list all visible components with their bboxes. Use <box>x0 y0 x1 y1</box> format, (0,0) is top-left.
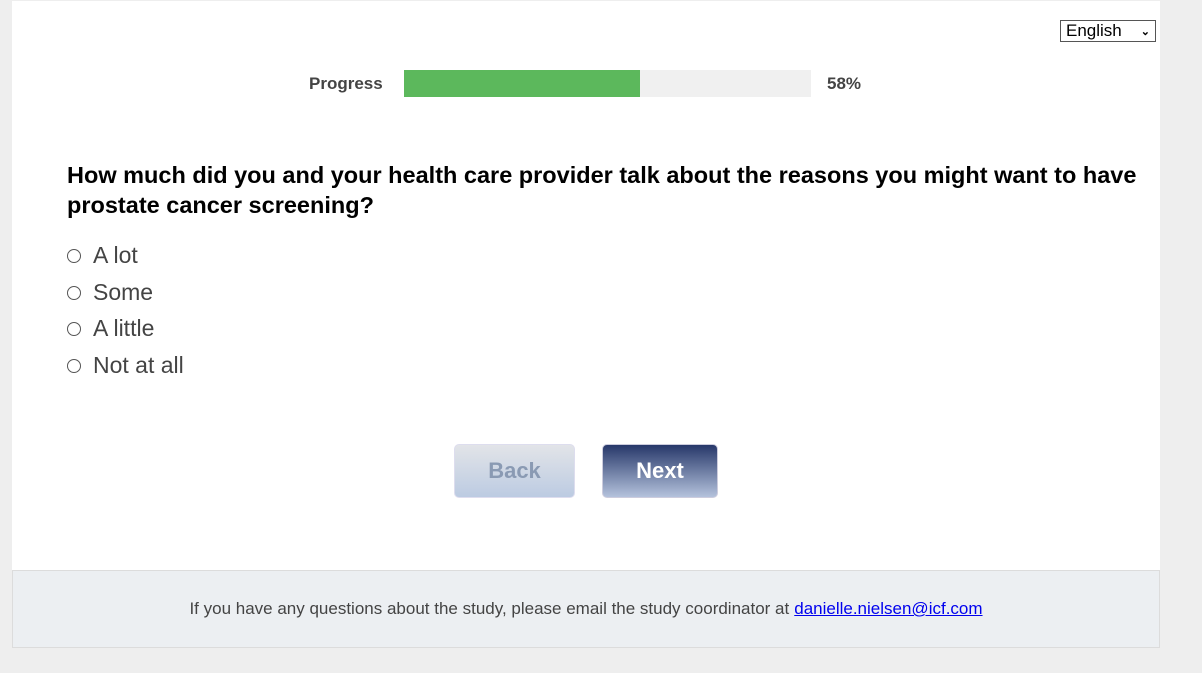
footer-text: If you have any questions about the stud… <box>189 599 790 618</box>
progress-label: Progress <box>309 74 383 93</box>
footer: If you have any questions about the stud… <box>12 570 1160 648</box>
question-text: How much did you and your health care pr… <box>67 162 1137 218</box>
progress-bar <box>404 70 811 97</box>
progress-value: 58% <box>827 74 862 93</box>
language-value: English <box>1066 21 1122 40</box>
option-not-at-all[interactable]: Not at all <box>67 352 184 379</box>
option-label: Not at all <box>93 352 184 378</box>
language-select[interactable]: English ⌄ <box>1060 20 1156 42</box>
option-some[interactable]: Some <box>67 279 153 306</box>
back-button[interactable]: Back <box>454 444 575 498</box>
radio-button[interactable] <box>67 248 81 263</box>
progress-fill <box>404 70 641 97</box>
option-label: A lot <box>93 242 138 268</box>
radio-button[interactable] <box>67 285 81 300</box>
option-a-lot[interactable]: A lot <box>67 242 138 269</box>
chevron-down-icon: ⌄ <box>1140 25 1150 38</box>
option-label: A little <box>93 315 155 341</box>
radio-button[interactable] <box>67 358 81 373</box>
next-button[interactable]: Next <box>602 444 718 498</box>
option-a-little[interactable]: A little <box>67 315 154 342</box>
option-label: Some <box>93 279 154 305</box>
radio-button[interactable] <box>67 321 81 336</box>
coordinator-email-link[interactable]: danielle.nielsen@icf.com <box>794 599 983 618</box>
